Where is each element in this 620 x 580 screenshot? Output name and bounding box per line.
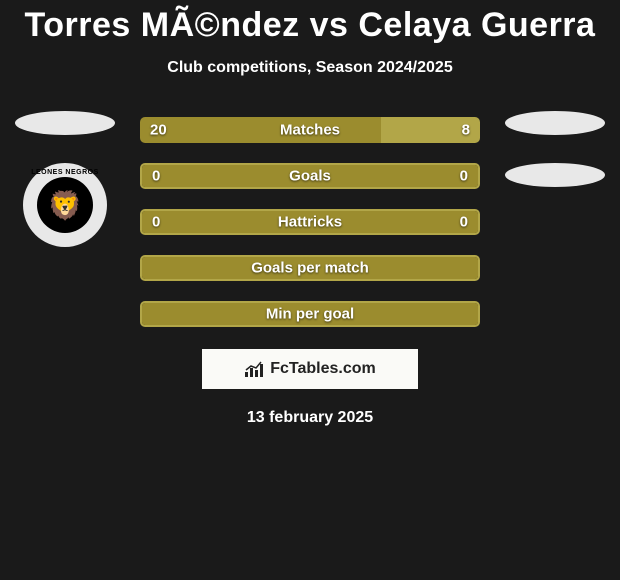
logo-text: FcTables.com [270,360,376,378]
bar-fill-left [140,117,381,143]
stat-right-value: 0 [460,214,468,231]
page-title: Torres MÃ©ndez vs Celaya Guerra [0,0,620,45]
stat-right-value: 0 [460,168,468,185]
stat-left-value: 0 [152,168,160,185]
left-team-badge: LEONES NEGROS 🦁 [23,163,107,247]
stat-right-value: 8 [462,122,470,139]
comparison-date: 13 february 2025 [0,409,620,427]
lion-icon: 🦁 [37,177,93,233]
stat-label: Matches [280,122,340,139]
comparison-content: LEONES NEGROS 🦁 20 Matches 8 0 Goals 0 0… [0,117,620,427]
fctables-logo[interactable]: FcTables.com [202,349,418,389]
right-player-pic [505,111,605,135]
subtitle: Club competitions, Season 2024/2025 [0,59,620,77]
left-player-pic [15,111,115,135]
stat-bar-matches: 20 Matches 8 [140,117,480,143]
stat-bar-hattricks: 0 Hattricks 0 [140,209,480,235]
left-badge-label: LEONES NEGROS [31,169,99,176]
right-player-column [500,111,610,215]
stat-left-value: 0 [152,214,160,231]
stat-bar-goals: 0 Goals 0 [140,163,480,189]
stat-label: Hattricks [278,214,342,231]
left-player-column: LEONES NEGROS 🦁 [10,111,120,247]
stat-label: Goals per match [251,260,369,277]
stat-bars: 20 Matches 8 0 Goals 0 0 Hattricks 0 Goa… [140,117,480,327]
stat-bar-min-per-goal: Min per goal [140,301,480,327]
chart-icon [244,360,266,378]
stat-bar-goals-per-match: Goals per match [140,255,480,281]
stat-left-value: 20 [150,122,167,139]
right-team-badge [505,163,605,187]
stat-label: Min per goal [266,306,354,323]
stat-label: Goals [289,168,331,185]
